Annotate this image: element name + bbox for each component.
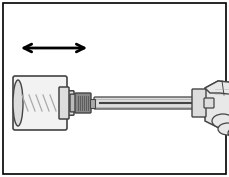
FancyBboxPatch shape — [59, 87, 69, 119]
Ellipse shape — [228, 128, 229, 138]
FancyBboxPatch shape — [192, 89, 206, 117]
Ellipse shape — [212, 114, 229, 128]
Polygon shape — [205, 81, 229, 98]
FancyBboxPatch shape — [204, 98, 214, 108]
FancyBboxPatch shape — [70, 94, 78, 112]
FancyBboxPatch shape — [75, 93, 91, 113]
Bar — [90, 98, 95, 107]
Ellipse shape — [218, 123, 229, 135]
FancyBboxPatch shape — [13, 76, 67, 130]
Ellipse shape — [13, 80, 23, 126]
FancyBboxPatch shape — [62, 91, 74, 115]
Polygon shape — [205, 81, 229, 131]
FancyBboxPatch shape — [94, 97, 196, 109]
